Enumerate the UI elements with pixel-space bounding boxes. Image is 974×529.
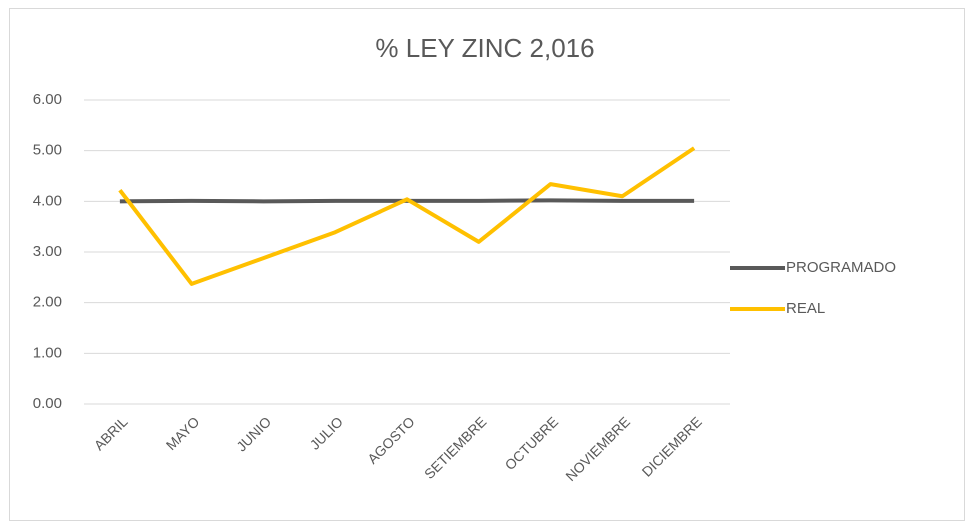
y-tick-label: 3.00 bbox=[33, 243, 62, 260]
y-tick-label: 4.00 bbox=[33, 192, 62, 209]
y-tick-label: 0.00 bbox=[33, 395, 62, 412]
legend-label: REAL bbox=[786, 300, 825, 317]
y-tick-label: 1.00 bbox=[33, 344, 62, 361]
legend-label: PROGRAMADO bbox=[786, 259, 896, 276]
chart-border bbox=[9, 8, 965, 521]
y-tick-label: 6.00 bbox=[33, 91, 62, 108]
y-tick-label: 2.00 bbox=[33, 294, 62, 311]
series-line bbox=[118, 146, 696, 286]
chart-title: % LEY ZINC 2,016 bbox=[375, 33, 594, 63]
y-tick-label: 5.00 bbox=[33, 142, 62, 159]
